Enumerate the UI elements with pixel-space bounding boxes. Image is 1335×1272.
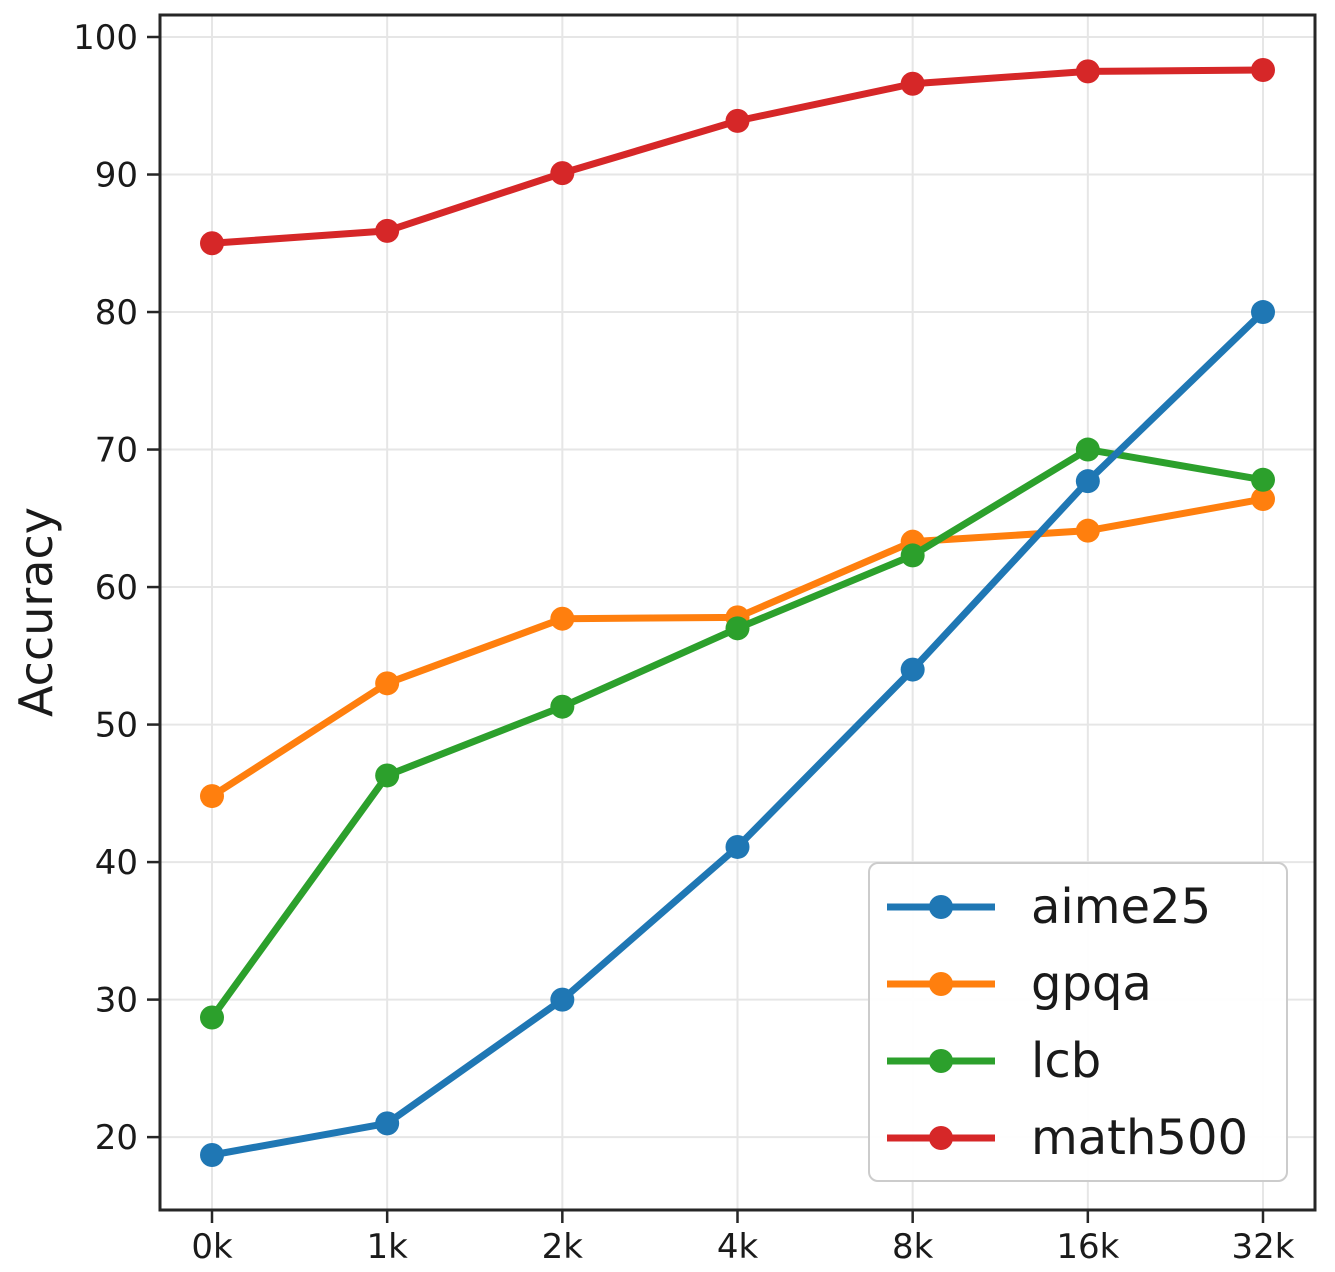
series-math500-point-4k: [725, 108, 750, 133]
legend-swatch-line-icon: [887, 1125, 995, 1150]
legend-item-lcb: lcb: [885, 1022, 1286, 1099]
legend-item-math500: math500: [885, 1099, 1286, 1176]
series-math500-point-0k: [200, 231, 224, 256]
legend-label: lcb: [1031, 1032, 1102, 1089]
series-lcb-point-8k: [900, 543, 925, 568]
series-aime25-point-1k: [375, 1111, 400, 1136]
y-tick-label: 30: [95, 981, 138, 1021]
series-lcb-point-16k: [1075, 437, 1100, 462]
series-aime25-point-4k: [725, 834, 750, 859]
series-math500-point-2k: [550, 161, 575, 186]
series-lcb-point-1k: [375, 763, 400, 788]
series-lcb-point-2k: [550, 694, 575, 719]
x-tick-label: 32k: [1232, 1227, 1295, 1267]
series-gpqa-point-16k: [1075, 518, 1100, 543]
y-tick-label: 90: [95, 156, 138, 196]
x-tick-label: 8k: [892, 1227, 934, 1267]
y-tick-label: 70: [95, 431, 138, 471]
series-lcb-point-0k: [200, 1005, 224, 1030]
y-tick-label: 50: [95, 706, 138, 746]
x-tick-label: 0k: [191, 1227, 233, 1267]
y-axis-title: Accuracy: [9, 506, 63, 718]
legend-item-gpqa: gpqa: [885, 945, 1286, 1022]
legend: aime25 gpqa lcb math500: [868, 862, 1288, 1182]
x-tick-label: 16k: [1056, 1227, 1119, 1267]
series-math500-point-32k: [1251, 58, 1275, 83]
x-tick-label: 4k: [717, 1227, 759, 1267]
series-gpqa-point-2k: [550, 606, 575, 631]
y-tick-label: 80: [95, 293, 138, 333]
series-math500-point-8k: [900, 71, 925, 96]
x-tick-label: 1k: [367, 1227, 409, 1267]
series-math500-point-1k: [375, 218, 400, 243]
legend-swatch-line-icon: [887, 1048, 995, 1073]
y-tick-label: 20: [95, 1118, 138, 1158]
legend-item-aime25: aime25: [885, 868, 1286, 945]
y-tick-label: 60: [95, 568, 138, 608]
series-aime25-point-16k: [1075, 469, 1100, 494]
legend-label: gpqa: [1031, 955, 1152, 1012]
series-aime25-point-8k: [900, 657, 925, 682]
series-gpqa-point-1k: [375, 671, 400, 696]
x-tick-label: 2k: [542, 1227, 584, 1267]
series-gpqa-point-32k: [1251, 487, 1275, 512]
series-aime25-point-32k: [1251, 300, 1275, 325]
series-lcb-point-4k: [725, 616, 750, 641]
legend-label: math500: [1031, 1109, 1249, 1166]
series-gpqa-point-0k: [200, 784, 224, 809]
y-tick-label: 40: [95, 843, 138, 883]
legend-label: aime25: [1031, 878, 1212, 935]
legend-swatch-line-icon: [887, 971, 995, 996]
y-tick-label: 100: [73, 18, 138, 58]
series-aime25-point-2k: [550, 987, 575, 1012]
series-math500-point-16k: [1075, 59, 1100, 84]
series-aime25-point-0k: [200, 1142, 224, 1167]
series-lcb-point-32k: [1251, 467, 1275, 492]
legend-swatch-line-icon: [887, 894, 995, 919]
